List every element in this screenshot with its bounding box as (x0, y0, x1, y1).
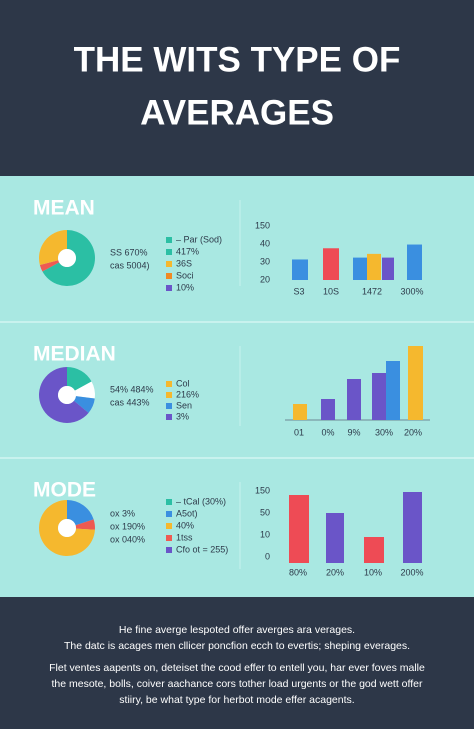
footer-line: He fine averge lespoted offer averges ar… (119, 624, 355, 636)
y-tick-label: 150 (255, 485, 270, 495)
legend-swatch (166, 273, 172, 279)
legend-label: Cfo ot = 255) (176, 544, 228, 554)
legend-label: 216% (176, 389, 199, 399)
bar (293, 404, 307, 420)
legend-swatch (166, 403, 172, 409)
x-tick-label: 01 (294, 427, 304, 437)
x-tick-label: 300% (400, 286, 423, 296)
footer-line: the mesote, bolls, coiver aachance cors … (51, 678, 423, 690)
y-tick-label: 50 (260, 507, 270, 517)
legend-swatch (166, 381, 172, 387)
donut-segment (75, 519, 95, 530)
section-title: MODE (33, 479, 96, 502)
bar (347, 379, 361, 420)
legend-label: 10% (176, 282, 194, 292)
x-tick-label: S3 (293, 286, 304, 296)
legend-label: – tCal (30%) (176, 496, 226, 506)
y-tick-label: 30 (260, 256, 270, 266)
bar (372, 373, 386, 420)
bar (403, 492, 422, 563)
footer-line: The datc is acages men cllicer poncfion … (64, 640, 410, 652)
legend-label: Col (176, 378, 190, 388)
y-tick-label: 150 (255, 220, 270, 230)
legend-swatch (166, 414, 172, 420)
legend-swatch (166, 249, 172, 255)
x-tick-label: 10% (364, 567, 382, 577)
legend-label: Sen (176, 400, 192, 410)
donut-segment (39, 260, 60, 272)
donut-segment (67, 500, 94, 526)
donut-segment (38, 230, 67, 265)
donut-hole (58, 249, 76, 267)
donut-hole (58, 386, 76, 404)
x-tick-label: 10S (323, 286, 339, 296)
bar (353, 257, 367, 280)
legend-label: Soci (176, 270, 194, 280)
x-tick-label: 30% (375, 427, 393, 437)
bar (407, 244, 422, 280)
bar (292, 259, 308, 280)
x-tick-label: 80% (289, 567, 307, 577)
legend-label: 1tss (176, 532, 193, 542)
legend-label: 36S (176, 258, 192, 268)
note: ox 190% (110, 521, 145, 531)
donut-segment (73, 396, 95, 413)
bar (386, 361, 400, 420)
header-title: THE WITS TYPE OF (74, 40, 401, 79)
note: ox 040% (110, 534, 145, 544)
legend-label: 40% (176, 520, 194, 530)
donut-segment (74, 381, 95, 399)
donut-segment (39, 367, 89, 423)
legend-swatch (166, 499, 172, 505)
bar (382, 257, 394, 280)
bar (323, 248, 339, 280)
bar (321, 399, 335, 420)
bar (408, 346, 423, 420)
legend-label: 417% (176, 246, 199, 256)
note: cas 443% (110, 397, 150, 407)
note: cas 5004) (110, 260, 150, 270)
donut-hole (58, 519, 76, 537)
note: SS 670% (110, 247, 148, 257)
legend-swatch (166, 261, 172, 267)
x-tick-label: 9% (347, 427, 360, 437)
legend-swatch (166, 535, 172, 541)
legend-swatch (166, 511, 172, 517)
bar (289, 495, 309, 563)
legend-swatch (166, 523, 172, 529)
section-title: MEAN (33, 197, 95, 220)
y-tick-label: 20 (260, 274, 270, 284)
x-tick-label: 0% (321, 427, 334, 437)
header-title: AVERAGES (140, 93, 334, 132)
donut-segment (67, 367, 92, 391)
header-bg (0, 0, 474, 176)
donut-segment (42, 230, 95, 286)
legend-label: – Par (Sod) (176, 234, 222, 244)
x-tick-label: 200% (400, 567, 423, 577)
note: 54% 484% (110, 384, 154, 394)
legend-swatch (166, 237, 172, 243)
bar (367, 253, 381, 280)
footer-line: stiiry, be what type for herbot mode eff… (119, 694, 354, 706)
legend-swatch (166, 285, 172, 291)
x-tick-label: 1472 (362, 286, 382, 296)
section-title: MEDIAN (33, 343, 116, 366)
legend-label: A5ot) (176, 508, 198, 518)
footer-line: Flet ventes aapents on, deteiset the coo… (49, 662, 425, 674)
footer-bg (0, 597, 474, 729)
note: ox 3% (110, 508, 135, 518)
y-tick-label: 10 (260, 529, 270, 539)
bar (364, 537, 384, 563)
x-tick-label: 20% (404, 427, 422, 437)
bar (326, 513, 344, 563)
y-tick-label: 0 (265, 551, 270, 561)
legend-label: 3% (176, 411, 189, 421)
x-tick-label: 20% (326, 567, 344, 577)
legend-swatch (166, 547, 172, 553)
donut-segment (39, 500, 95, 556)
legend-swatch (166, 392, 172, 398)
y-tick-label: 40 (260, 238, 270, 248)
